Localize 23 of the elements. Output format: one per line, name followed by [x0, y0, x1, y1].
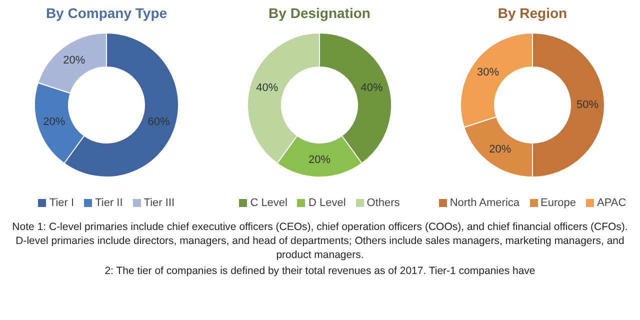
data-label: 40%: [256, 82, 278, 94]
data-label: 20%: [308, 154, 331, 166]
legend-label: C Level: [250, 197, 288, 209]
chart-title: By Company Type: [44, 4, 168, 23]
legend-label: D Level: [308, 197, 346, 209]
legend-label: Others: [366, 197, 400, 209]
data-label: 40%: [360, 82, 384, 94]
data-label: 50%: [576, 99, 599, 111]
legend-label: Tier II: [95, 197, 123, 209]
text: Note 1: C-level primaries include chief executive officers (CEOs), chief operation officers (COOs), and chief financial officers (CFOs). D-level primaries include directors, managers, and head of departments; Others include sales managers, marketing managers, and product managers.: [12, 220, 628, 262]
chart-title: By Designation: [268, 4, 372, 23]
data-label: 30%: [476, 66, 500, 79]
legend-label: North America: [450, 197, 520, 209]
data-label: 20%: [43, 116, 66, 128]
legend-label: Tier I: [49, 197, 74, 209]
chart-title: By Region: [496, 4, 568, 23]
data-label: 60%: [148, 116, 170, 128]
data-label: 20%: [63, 54, 86, 67]
legend-label: APAC: [597, 197, 626, 209]
legend-label: Tier III: [144, 197, 175, 209]
data-label: 20%: [489, 143, 512, 156]
legend-label: Europe: [540, 197, 576, 209]
text: 2: The tier of companies is defined by their total revenues as of 2017. Tier-1 companies have: [104, 264, 536, 278]
